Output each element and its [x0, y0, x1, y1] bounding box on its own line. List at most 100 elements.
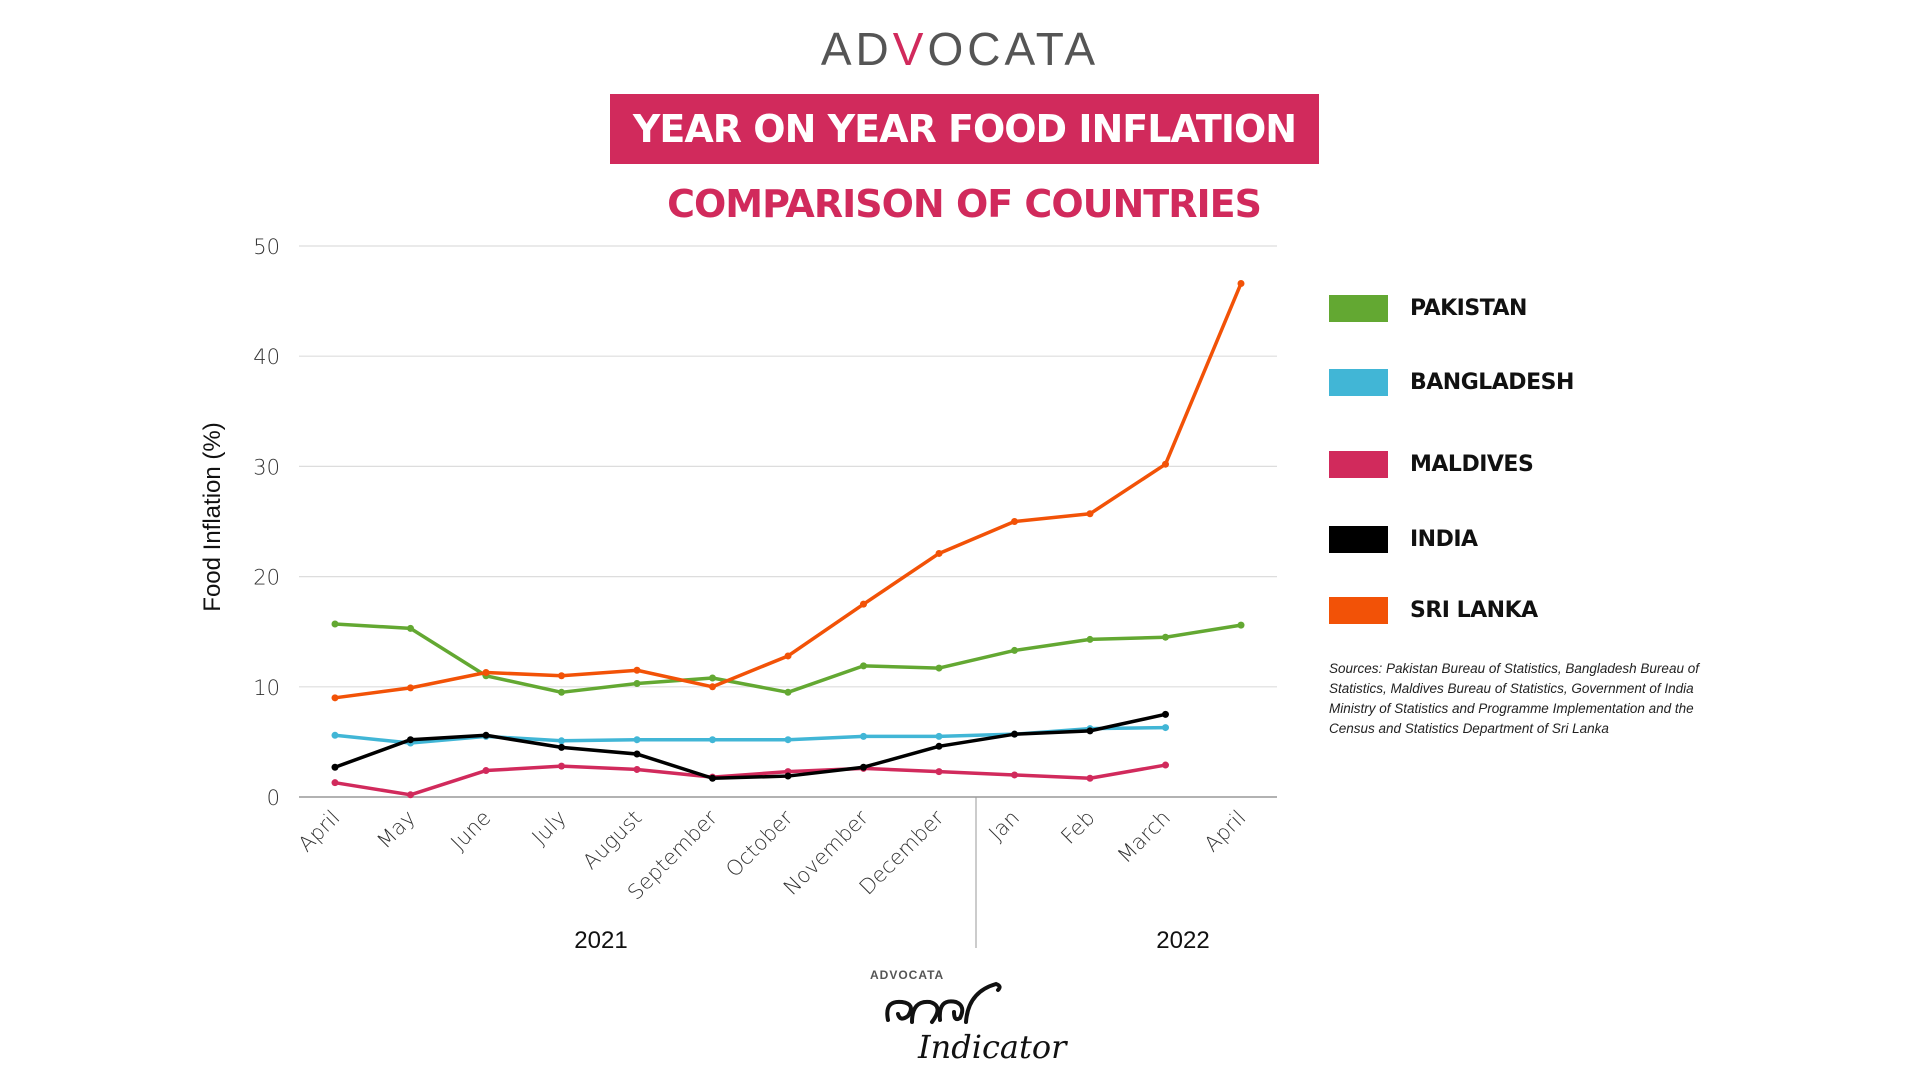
data-point-bangladesh: [784, 736, 792, 744]
indicator-logo: ADVOCATA Indicator: [870, 966, 1070, 1066]
title-banner: YEAR ON YEAR FOOD INFLATION: [610, 94, 1319, 164]
data-point-sri-lanka: [407, 684, 414, 692]
data-point-maldives: [407, 791, 414, 799]
series-line-sri-lanka: [334, 282, 1243, 700]
data-point-bangladesh: [860, 732, 867, 740]
data-point-pakistan: [407, 624, 414, 632]
data-point-sri-lanka: [633, 666, 641, 674]
legend-label: BANGLADESH: [1410, 369, 1574, 395]
x-tick-label: October: [721, 805, 798, 882]
legend-label: PAKISTAN: [1410, 295, 1527, 321]
x-tick-label: Feb: [1056, 806, 1099, 849]
data-point-maldives: [1162, 761, 1169, 769]
data-point-sri-lanka: [1162, 460, 1169, 468]
data-point-india: [935, 742, 943, 750]
y-tick-label: 50: [253, 235, 280, 259]
data-point-india: [558, 743, 565, 751]
y-tick-label: 10: [253, 676, 280, 700]
data-point-sri-lanka: [1086, 510, 1094, 518]
legend-item-sri-lanka: SRI LANKA: [1329, 595, 1538, 625]
data-point-maldives: [633, 765, 641, 773]
data-point-bangladesh: [709, 736, 716, 744]
series-line-india: [334, 712, 1166, 781]
legend-item-maldives: MALDIVES: [1329, 449, 1534, 479]
data-point-pakistan: [1237, 621, 1245, 629]
data-point-maldives: [1086, 774, 1094, 782]
data-point-pakistan: [935, 664, 943, 672]
data-point-sri-lanka: [709, 683, 716, 691]
data-point-maldives: [558, 762, 565, 770]
data-point-pakistan: [1011, 646, 1018, 654]
data-point-india: [633, 750, 641, 758]
x-tick-label: March: [1113, 806, 1175, 868]
data-point-pakistan: [633, 679, 641, 687]
data-point-bangladesh: [331, 731, 339, 739]
data-point-pakistan: [784, 688, 792, 696]
legend-swatch: [1329, 368, 1388, 396]
data-point-maldives: [331, 779, 339, 787]
year-label-2022: 2022: [1156, 927, 1209, 954]
sources-note: Sources: Pakistan Bureau of Statistics, …: [1329, 661, 1699, 736]
data-point-pakistan: [1086, 635, 1094, 643]
data-point-sri-lanka: [860, 600, 867, 608]
data-point-pakistan: [709, 674, 716, 682]
legend-label: INDIA: [1410, 526, 1478, 552]
data-point-india: [407, 736, 414, 744]
legend-swatch: [1329, 450, 1388, 478]
data-point-sri-lanka: [482, 668, 490, 676]
y-tick-label: 40: [253, 345, 280, 369]
data-point-india: [331, 763, 339, 771]
data-point-sri-lanka: [558, 672, 565, 680]
legend-item-pakistan: PAKISTAN: [1329, 293, 1527, 323]
data-point-bangladesh: [935, 732, 943, 740]
data-point-maldives: [1011, 771, 1018, 779]
data-point-pakistan: [558, 688, 565, 696]
data-point-india: [784, 772, 792, 780]
legend-swatch: [1329, 596, 1388, 624]
x-tick-label: July: [527, 806, 571, 850]
x-tick-label: August: [578, 806, 646, 874]
x-tick-label: May: [372, 806, 420, 854]
x-tick-label: April: [1200, 806, 1251, 857]
data-point-india: [1011, 730, 1018, 738]
legend-item-india: INDIA: [1329, 524, 1478, 554]
x-tick-label: Jan: [984, 806, 1024, 846]
data-point-pakistan: [1162, 633, 1169, 641]
data-point-sri-lanka: [1237, 279, 1245, 287]
data-point-bangladesh: [1162, 724, 1169, 732]
data-point-bangladesh: [633, 736, 641, 744]
legend-swatch: [1329, 525, 1388, 553]
data-point-sri-lanka: [331, 694, 339, 702]
data-point-india: [1086, 727, 1094, 735]
footer-brand: ADVOCATA: [870, 968, 945, 982]
footer-name: Indicator: [918, 1028, 1067, 1066]
data-point-pakistan: [331, 620, 339, 628]
data-point-sri-lanka: [935, 549, 943, 557]
data-point-sri-lanka: [1011, 518, 1018, 525]
y-tick-label: 0: [267, 786, 280, 810]
advocata-logo: ADVOCATA: [820, 23, 1100, 75]
series-line-maldives: [334, 763, 1166, 797]
data-point-maldives: [935, 768, 943, 776]
data-point-india: [709, 774, 716, 782]
data-point-india: [1162, 710, 1169, 718]
chart-title: YEAR ON YEAR FOOD INFLATION: [632, 107, 1297, 151]
data-point-bangladesh: [558, 737, 565, 745]
legend-swatch: [1329, 294, 1388, 322]
sinhala-logo-lettering: [885, 981, 1002, 1024]
data-point-maldives: [482, 767, 490, 775]
x-tick-label: June: [446, 806, 495, 855]
x-tick-label: April: [294, 806, 345, 857]
legend-item-bangladesh: BANGLADESH: [1329, 367, 1574, 397]
data-point-sri-lanka: [784, 652, 792, 660]
year-label-2021: 2021: [574, 927, 627, 954]
data-point-india: [860, 763, 867, 771]
y-axis-label: Food Inflation (%): [199, 422, 226, 611]
chart-subtitle: COMPARISON OF COUNTRIES: [667, 182, 1262, 226]
data-point-pakistan: [860, 662, 867, 670]
data-point-india: [482, 731, 490, 739]
legend-label: SRI LANKA: [1410, 597, 1538, 623]
y-tick-label: 20: [253, 566, 280, 590]
legend-label: MALDIVES: [1410, 451, 1534, 477]
